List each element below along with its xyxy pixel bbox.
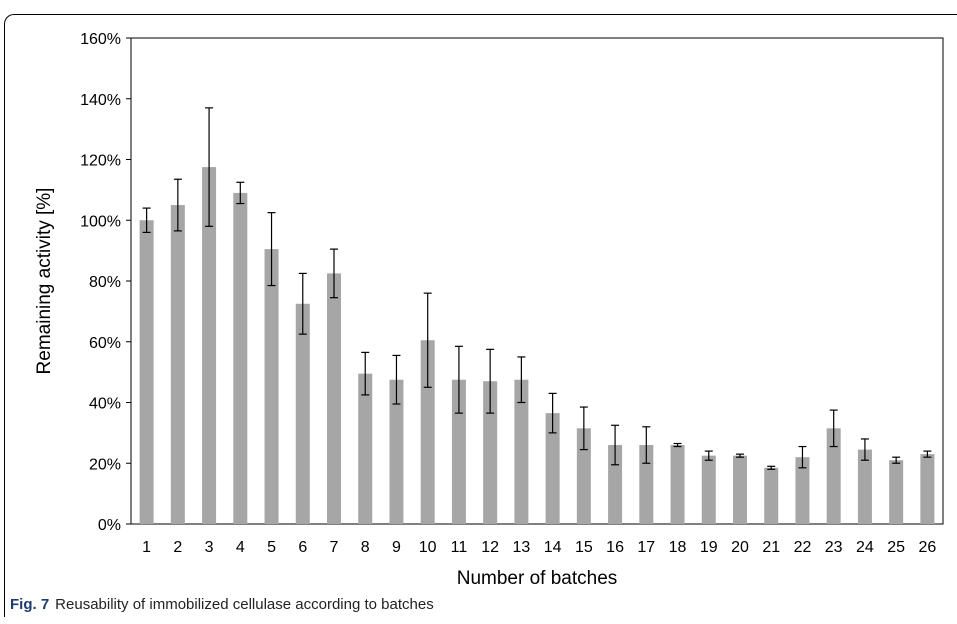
- bar: [170, 205, 185, 524]
- x-tick-label: 6: [298, 539, 307, 556]
- x-tick-label: 2: [173, 539, 182, 556]
- y-tick-label: 40%: [89, 396, 121, 413]
- bar: [264, 249, 279, 524]
- x-tick-label: 18: [669, 539, 687, 556]
- x-tick-label: 5: [267, 539, 276, 556]
- y-tick-label: 160%: [80, 31, 121, 48]
- bar: [639, 445, 654, 524]
- x-tick-label: 3: [205, 539, 214, 556]
- x-tick-label: 17: [637, 539, 655, 556]
- caption-text: Reusability of immobilized cellulase acc…: [55, 596, 434, 613]
- y-tick-label: 140%: [80, 92, 121, 109]
- bar: [295, 303, 310, 524]
- bar: [889, 460, 904, 524]
- bar: [576, 428, 591, 524]
- bar: [857, 449, 872, 524]
- x-tick-label: 22: [794, 539, 812, 556]
- bar: [389, 379, 404, 524]
- x-tick-label: 8: [361, 539, 370, 556]
- x-tick-label: 1: [142, 539, 151, 556]
- figure-caption: Fig. 7 Reusability of immobilized cellula…: [10, 596, 434, 613]
- plot-area: [130, 37, 944, 525]
- bar: [545, 413, 560, 524]
- bar: [420, 340, 435, 524]
- x-tick-label: 10: [419, 539, 437, 556]
- bar: [233, 192, 248, 524]
- y-tick-label: 120%: [80, 153, 121, 170]
- bar: [139, 220, 154, 524]
- x-axis-title: Number of batches: [457, 568, 618, 589]
- x-tick-label: 9: [392, 539, 401, 556]
- figure-frame: [4, 14, 957, 617]
- y-tick-label: 100%: [80, 213, 121, 230]
- bar: [670, 445, 685, 524]
- bar: [701, 455, 716, 524]
- x-tick-label: 11: [451, 539, 468, 556]
- x-tick-label: 26: [918, 539, 936, 556]
- bar: [514, 379, 529, 524]
- x-tick-label: 19: [700, 539, 718, 556]
- bar: [358, 373, 373, 524]
- x-tick-label: 7: [330, 539, 339, 556]
- bar: [795, 457, 810, 524]
- bar: [483, 381, 498, 524]
- error-bars-group: [142, 107, 932, 470]
- y-axis-ticks: 0% 20% 40% 60% 80% 100% 120% 140% 160%: [80, 31, 131, 534]
- bars-group: [139, 167, 935, 524]
- x-tick-label: 14: [544, 539, 562, 556]
- bar: [764, 467, 779, 524]
- bar: [327, 273, 341, 524]
- x-tick-label: 15: [575, 539, 593, 556]
- y-tick-label: 0%: [98, 517, 121, 534]
- x-tick-label: 16: [606, 539, 624, 556]
- y-tick-label: 80%: [89, 274, 121, 291]
- x-tick-label: 25: [887, 539, 905, 556]
- x-tick-label: 12: [481, 539, 499, 556]
- bar: [733, 455, 747, 524]
- x-tick-label: 4: [236, 539, 245, 556]
- y-tick-label: 20%: [89, 456, 121, 473]
- bar: [202, 167, 217, 524]
- x-tick-label: 23: [825, 539, 843, 556]
- x-axis-ticks: 1 2 3 4 5 6 7 8 9 10 11 12 13 14 15 16 17 18 19 20 21 22 23 24 2…: [142, 539, 936, 556]
- bar: [826, 428, 841, 524]
- y-tick-label: 60%: [89, 335, 121, 352]
- x-tick-label: 21: [762, 539, 780, 556]
- bar: [920, 454, 935, 524]
- x-tick-label: 24: [856, 539, 874, 556]
- figure-label: Fig. 7: [10, 596, 50, 613]
- x-tick-label: 20: [731, 539, 749, 556]
- y-axis-title: Remaining activity [%]: [34, 188, 55, 375]
- x-tick-label: 13: [512, 539, 530, 556]
- bar: [451, 379, 466, 524]
